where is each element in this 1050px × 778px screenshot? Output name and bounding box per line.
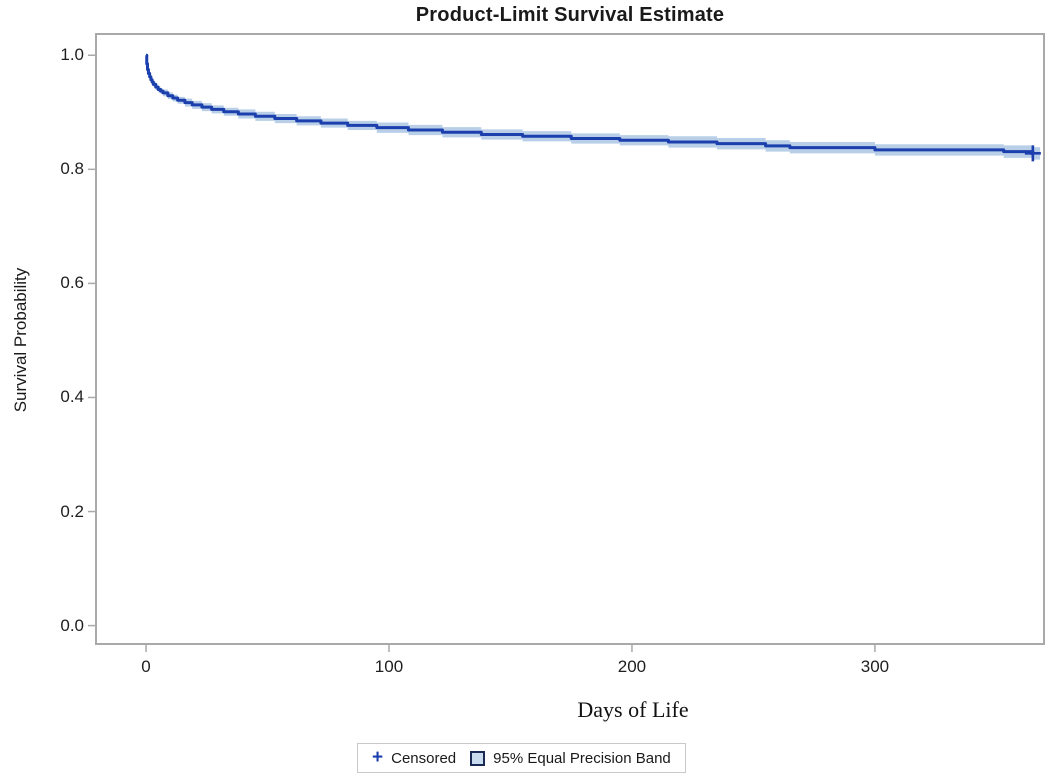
y-tick-label: 0.2 <box>60 501 84 521</box>
legend-label-censored: Censored <box>391 749 457 767</box>
y-tick-label: 0.6 <box>60 273 84 293</box>
y-tick-label: 0.8 <box>60 159 84 179</box>
legend-box: + Censored 95% Equal Precision Band <box>357 743 686 773</box>
x-tick-label: 200 <box>617 657 647 676</box>
x-axis-label: Days of Life <box>577 697 689 722</box>
plot-frame <box>95 33 1045 645</box>
confidence-band <box>146 55 1041 160</box>
legend-label-band: 95% Equal Precision Band <box>493 749 671 767</box>
x-tick-label: 100 <box>374 657 404 676</box>
confidence-band-square-icon <box>470 750 486 766</box>
chart-title: Product-Limit Survival Estimate <box>415 4 725 26</box>
y-tick-label: 1.0 <box>60 45 84 65</box>
y-tick-label: 0.4 <box>60 387 84 407</box>
legend-item-band: 95% Equal Precision Band <box>470 750 671 767</box>
survival-step-line <box>145 53 1035 155</box>
legend-item-censored: + Censored <box>372 747 457 768</box>
y-tick-label: 0.0 <box>60 615 84 635</box>
x-tick-label: 0 <box>141 657 151 676</box>
x-tick-label: 300 <box>860 657 890 676</box>
censored-plus-icon: + <box>372 747 384 768</box>
